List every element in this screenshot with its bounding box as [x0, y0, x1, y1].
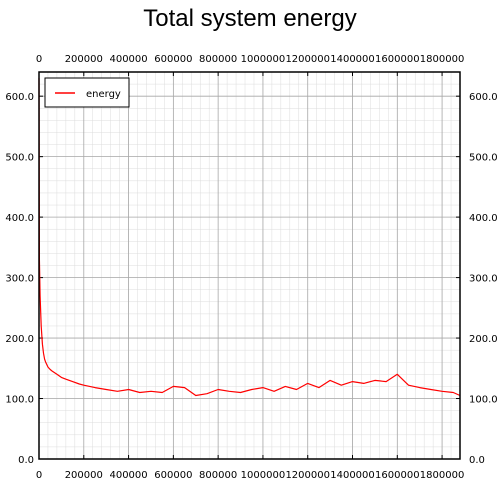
y-tick-label-left: 600.0	[5, 92, 34, 103]
minor-grid	[38, 71, 461, 460]
y-tick-label-left: 400.0	[5, 213, 34, 224]
y-tick-label-right: 300.0	[469, 274, 498, 285]
plot-area	[38, 71, 461, 460]
x-tick-label-top: 200000	[65, 54, 103, 65]
y-tick-label-left: 100.0	[5, 395, 34, 406]
y-tick-label-right: 0.0	[469, 455, 485, 466]
legend-label: energy	[86, 89, 121, 100]
x-tick-label-bottom: 1600000	[375, 470, 420, 481]
y-tick-label-left: 0.0	[18, 455, 34, 466]
legend: energy	[44, 77, 130, 108]
x-tick-label-bottom: 200000	[65, 470, 103, 481]
x-tick-label-top: 1400000	[330, 54, 375, 65]
x-tick-label-top: 0	[36, 54, 42, 65]
x-tick-label-bottom: 400000	[109, 470, 147, 481]
x-tick-label-bottom: 1800000	[420, 470, 465, 481]
x-tick-label-bottom: 800000	[199, 470, 237, 481]
x-tick-label-bottom: 1400000	[330, 470, 375, 481]
x-tick-label-top: 1000000	[241, 54, 286, 65]
x-tick-label-top: 800000	[199, 54, 237, 65]
x-tick-label-top: 600000	[154, 54, 192, 65]
y-tick-label-left: 300.0	[5, 274, 34, 285]
series-layer	[38, 77, 461, 397]
x-tick-label-bottom: 0	[36, 470, 42, 481]
y-tick-label-right: 500.0	[469, 153, 498, 164]
y-tick-label-right: 200.0	[469, 334, 498, 345]
x-tick-label-top: 1800000	[420, 54, 465, 65]
x-tick-label-bottom: 1000000	[241, 470, 286, 481]
x-tick-label-top: 1600000	[375, 54, 420, 65]
chart-title: Total system energy	[143, 5, 356, 32]
y-tick-label-right: 600.0	[469, 92, 498, 103]
y-tick-label-left: 500.0	[5, 153, 34, 164]
x-tick-label-top: 400000	[109, 54, 147, 65]
y-tick-label-left: 200.0	[5, 334, 34, 345]
x-tick-label-top: 1200000	[285, 54, 330, 65]
x-tick-label-bottom: 600000	[154, 470, 192, 481]
axis-ticks: 0 0 200000 200000 400000 400000 600000 600000 80…	[5, 54, 497, 481]
x-tick-label-bottom: 1200000	[285, 470, 330, 481]
series-line-energy	[38, 77, 461, 397]
y-tick-label-right: 100.0	[469, 395, 498, 406]
y-tick-label-right: 400.0	[469, 213, 498, 224]
